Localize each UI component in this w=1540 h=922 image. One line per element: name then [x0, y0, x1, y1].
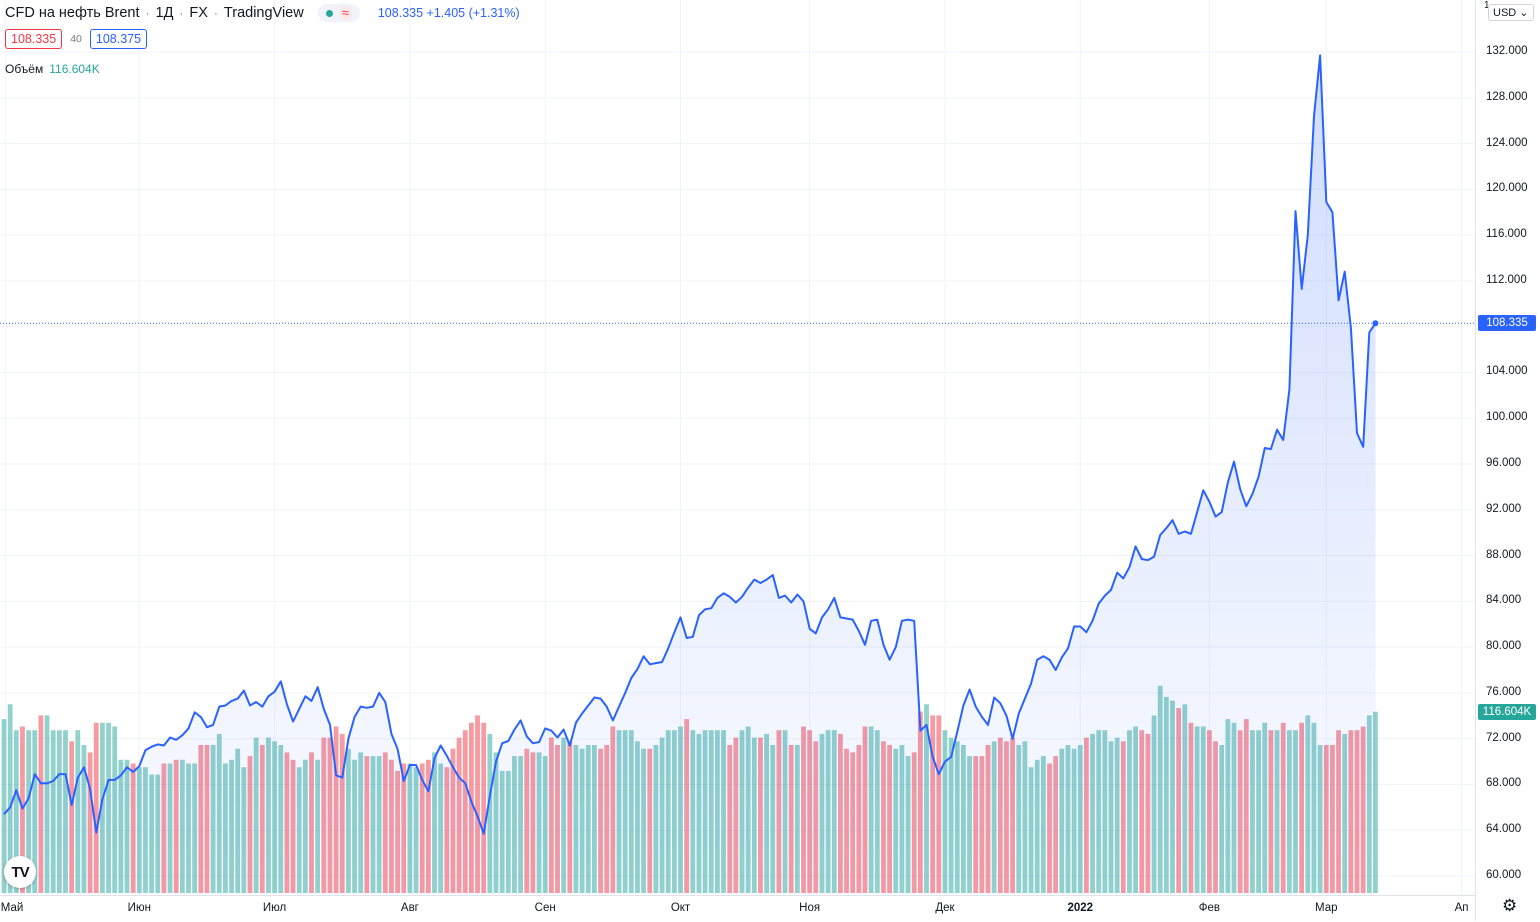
time-tick-label: Дек	[935, 902, 955, 914]
price-tick-label: 72.000	[1486, 731, 1522, 744]
volume-bar	[475, 715, 480, 893]
symbol-title[interactable]: CFD на нефть Brent	[5, 5, 140, 21]
price-tick-label: 88.000	[1486, 548, 1522, 561]
price-tick-label: 132.000	[1486, 45, 1528, 57]
time-tick-label: Июн	[127, 902, 151, 914]
volume-value: 116.604K	[49, 62, 100, 76]
price-tick-label: 60.000	[1486, 869, 1522, 881]
price-tick-label: 128.000	[1486, 90, 1528, 103]
last-price-tag: 108.335	[1478, 315, 1536, 332]
market-status[interactable]: ≈	[317, 4, 360, 22]
volume-bar	[93, 722, 99, 893]
trade-panel: 108.335 40 108.375	[5, 29, 148, 49]
price-tick-label: 116.000	[1486, 228, 1527, 241]
chart-legend: CFD на нефть Brent · 1Д · FX · TradingVi…	[5, 4, 520, 22]
time-tick-label: Сен	[534, 902, 556, 914]
chart-canvas[interactable]	[0, 0, 1475, 895]
price-tick-label: 124.000	[1486, 136, 1528, 149]
price-area	[4, 55, 1376, 895]
time-tick-label: Фев	[1198, 902, 1221, 914]
price-tick-label: 76.000	[1486, 685, 1522, 698]
volume-legend: Объём 116.604K	[5, 62, 100, 76]
time-tick-label: Май	[0, 902, 24, 914]
volume-bar	[7, 704, 13, 893]
separator: ·	[179, 6, 184, 20]
price-tick-label: 68.000	[1486, 777, 1522, 790]
price-tick-label: 120.000	[1486, 182, 1528, 195]
currency-selector[interactable]: USD ⌄	[1488, 4, 1534, 21]
price-tick-label: 112.000	[1486, 273, 1527, 286]
time-tick-label: Авг	[400, 902, 419, 914]
tradingview-logo[interactable]: TV	[4, 856, 36, 888]
volume-bar	[481, 722, 487, 893]
buy-button[interactable]: 108.375	[89, 29, 148, 49]
volume-label[interactable]: Объём	[5, 62, 44, 76]
sell-button[interactable]: 108.335	[5, 29, 63, 49]
separator: ·	[145, 6, 150, 20]
price-tick-label: 100.000	[1486, 411, 1528, 424]
price-tick-label: 96.000	[1486, 457, 1522, 469]
separator: ·	[213, 6, 218, 20]
price-tick-label: 64.000	[1486, 823, 1522, 836]
market-open-icon	[325, 9, 333, 17]
currency-label: USD	[1493, 7, 1517, 19]
time-tick-label: Мар	[1314, 902, 1338, 914]
time-tick-label: Ноя	[799, 902, 821, 914]
time-tick-label: 2022	[1067, 902, 1094, 914]
delayed-data-icon: ≈	[338, 6, 352, 20]
time-tick-label: Ап	[1454, 902, 1469, 914]
axis-top-label: 1	[1484, 0, 1490, 11]
exchange-label: FX	[189, 5, 208, 21]
price-tick-label: 104.000	[1486, 365, 1528, 378]
price-tick-label: 92.000	[1486, 502, 1522, 515]
price-line	[3, 54, 1377, 835]
source-label: TradingView	[223, 5, 304, 21]
gear-icon[interactable]: ⚙	[1502, 896, 1518, 915]
interval-label[interactable]: 1Д	[155, 5, 174, 21]
volume-bar	[1, 719, 7, 893]
time-axis[interactable]: Май Июн Июл Авг Сен Окт Ноя Дек 2022 Фев Мар Ап	[0, 895, 1475, 922]
time-tick-label: Окт	[670, 902, 691, 914]
price-tick-label: 84.000	[1486, 594, 1522, 607]
last-price-dot	[1372, 320, 1379, 327]
price-axis[interactable]: 1 USD ⌄ 132.000 128.000 124.000 120.000 116.…	[1475, 0, 1540, 921]
price-change: 108.335 +1.405 (+1.31%)	[377, 6, 520, 20]
price-chart[interactable]	[0, 0, 1475, 895]
spread-value: 40	[70, 33, 82, 45]
price-tick-label: 80.000	[1486, 640, 1522, 653]
last-volume-tag: 116.604K	[1478, 703, 1536, 720]
time-tick-label: Июл	[262, 902, 287, 914]
